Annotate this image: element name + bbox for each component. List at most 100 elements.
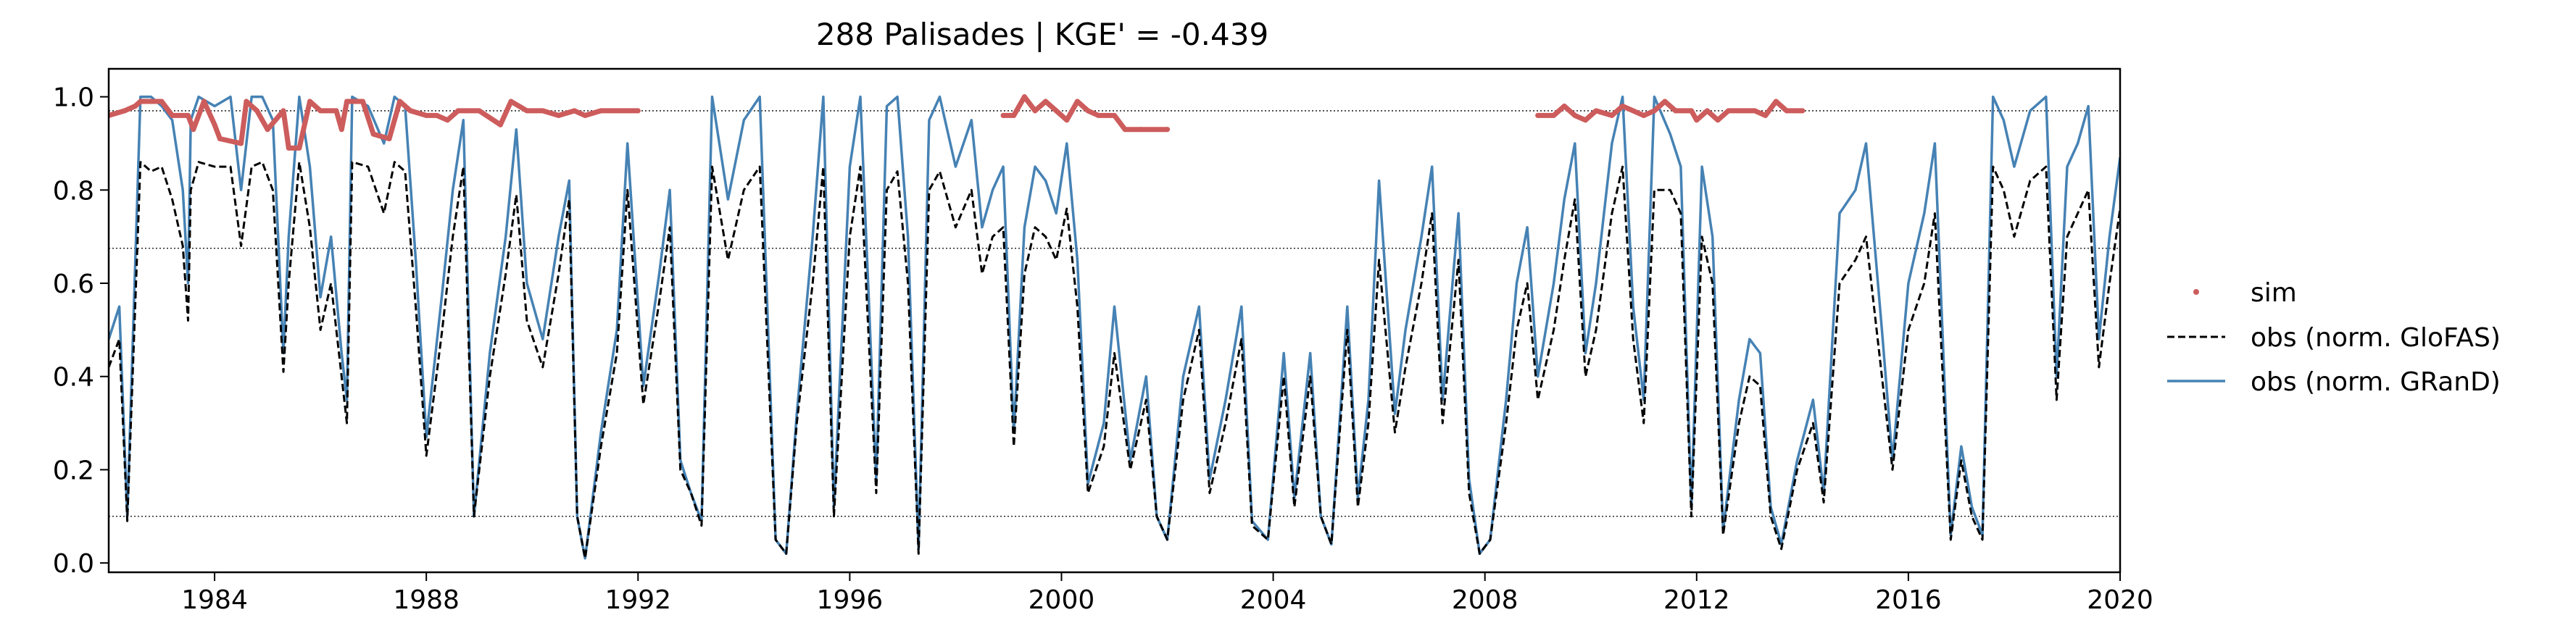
series-clip-group <box>109 94 2120 560</box>
series-group <box>109 94 2120 560</box>
series-sim-point <box>540 108 546 114</box>
legend-label: obs (norm. GRanD) <box>2251 367 2501 397</box>
series-sim-point <box>1593 108 1599 114</box>
series-sim-point <box>423 112 429 118</box>
series-sim-point <box>1620 103 1626 109</box>
series-sim-point <box>1763 112 1769 118</box>
legend-label: sim <box>2251 278 2297 308</box>
series-glofas-line <box>109 161 2120 560</box>
x-axis: 1984 1988 1992 1996 2000 2004 2008 2012 2016 2020 <box>181 572 2153 615</box>
y-tick-label: 0.2 <box>53 456 94 485</box>
series-sim-point <box>397 99 403 104</box>
series-sim-point <box>1582 117 1588 123</box>
series-sim-point <box>476 108 482 114</box>
x-tick-label: 2004 <box>1240 585 1307 615</box>
series-sim-point <box>217 136 223 142</box>
series-sim-point <box>1662 99 1668 104</box>
series-sim-point <box>338 127 344 133</box>
series-sim-point <box>614 108 620 114</box>
series-sim-point <box>1074 99 1080 104</box>
series-sim-point <box>296 145 302 151</box>
series-sim-point <box>1715 117 1721 123</box>
x-tick-label: 2016 <box>1875 585 1942 615</box>
series-sim-point <box>360 99 366 104</box>
series-sim-point <box>1021 94 1027 100</box>
series-sim-point <box>1694 117 1700 123</box>
y-tick-label: 0.6 <box>53 269 94 299</box>
series-sim-point <box>1609 112 1615 118</box>
series-sim-point <box>1651 108 1657 114</box>
series-sim-point <box>1752 108 1758 114</box>
series-sim-point <box>1688 108 1694 114</box>
series-sim-point <box>497 122 503 127</box>
legend: sim obs (norm. GloFAS) obs (norm. GRanD) <box>2167 278 2501 397</box>
series-sim-point <box>333 108 339 114</box>
series-sim-point <box>254 108 259 114</box>
legend-label: obs (norm. GloFAS) <box>2251 323 2501 353</box>
series-sim-point <box>1043 99 1049 104</box>
series-sim-point <box>1122 127 1128 133</box>
series-sim-point <box>1742 108 1748 114</box>
x-tick-label: 1996 <box>817 585 884 615</box>
series-sim-point <box>1096 112 1102 118</box>
y-tick-label: 0.8 <box>53 176 94 206</box>
series-sim-point <box>455 108 461 114</box>
series-sim-point <box>572 108 578 114</box>
series-sim-point <box>1053 108 1059 114</box>
series-sim-point <box>1011 112 1017 118</box>
series-sim-point <box>370 131 376 137</box>
series-sim-point <box>159 99 165 104</box>
series-sim-point <box>307 99 312 104</box>
y-axis: 0.0 0.2 0.4 0.6 0.8 1.0 <box>53 83 109 579</box>
series-sim-point <box>1535 112 1541 118</box>
y-tick-label: 0.4 <box>53 363 94 393</box>
x-tick-label: 1992 <box>604 585 671 615</box>
series-sim-line <box>1000 94 1170 133</box>
y-tick-label: 0.0 <box>53 549 94 579</box>
series-sim-point <box>582 112 588 118</box>
series-sim-point <box>191 127 196 133</box>
series-sim-point <box>1561 103 1567 109</box>
series-sim-point <box>170 112 175 118</box>
series-sim-point <box>1784 108 1790 114</box>
series-sim-point <box>1726 108 1732 114</box>
series-sim-point <box>286 145 291 151</box>
x-tick-label: 2000 <box>1029 585 1095 615</box>
series-sim-point <box>1085 108 1091 114</box>
x-tick-label: 2020 <box>2087 585 2153 615</box>
series-sim-point <box>556 112 562 118</box>
x-tick-label: 1988 <box>393 585 460 615</box>
series-sim-point <box>1032 108 1038 114</box>
series-sim-point <box>598 108 604 114</box>
series-sim-point <box>1704 108 1710 114</box>
x-tick-label: 2012 <box>1663 585 1730 615</box>
series-sim-point <box>138 99 144 104</box>
chart-title: 288 Palisades | KGE' = -0.439 <box>816 17 1268 52</box>
series-sim-point <box>386 136 392 142</box>
series-sim-point <box>1138 127 1144 133</box>
series-sim-point <box>244 99 249 104</box>
series-sim-point <box>524 108 530 114</box>
series-sim-point <box>186 112 191 118</box>
x-tick-label: 2008 <box>1452 585 1518 615</box>
series-sim-point <box>265 127 270 133</box>
series-sim-point <box>434 112 440 118</box>
series-sim-point <box>1551 112 1557 118</box>
series-sim-point <box>508 99 514 104</box>
series-sim-point <box>1000 112 1006 118</box>
series-sim-point <box>281 108 286 114</box>
series-sim-point <box>1773 99 1779 104</box>
series-sim-point <box>1064 117 1070 123</box>
series-sim-point <box>212 122 217 127</box>
series-sim-point <box>1641 112 1647 118</box>
series-sim-point <box>133 103 138 109</box>
series-sim-point <box>1112 112 1117 118</box>
series-sim-point <box>444 117 450 123</box>
series-sim-point <box>317 108 323 114</box>
series-sim-point <box>1572 112 1578 118</box>
series-sim-point <box>201 99 207 104</box>
series-sim-point <box>238 141 244 146</box>
legend-marker-sim <box>2193 289 2199 295</box>
